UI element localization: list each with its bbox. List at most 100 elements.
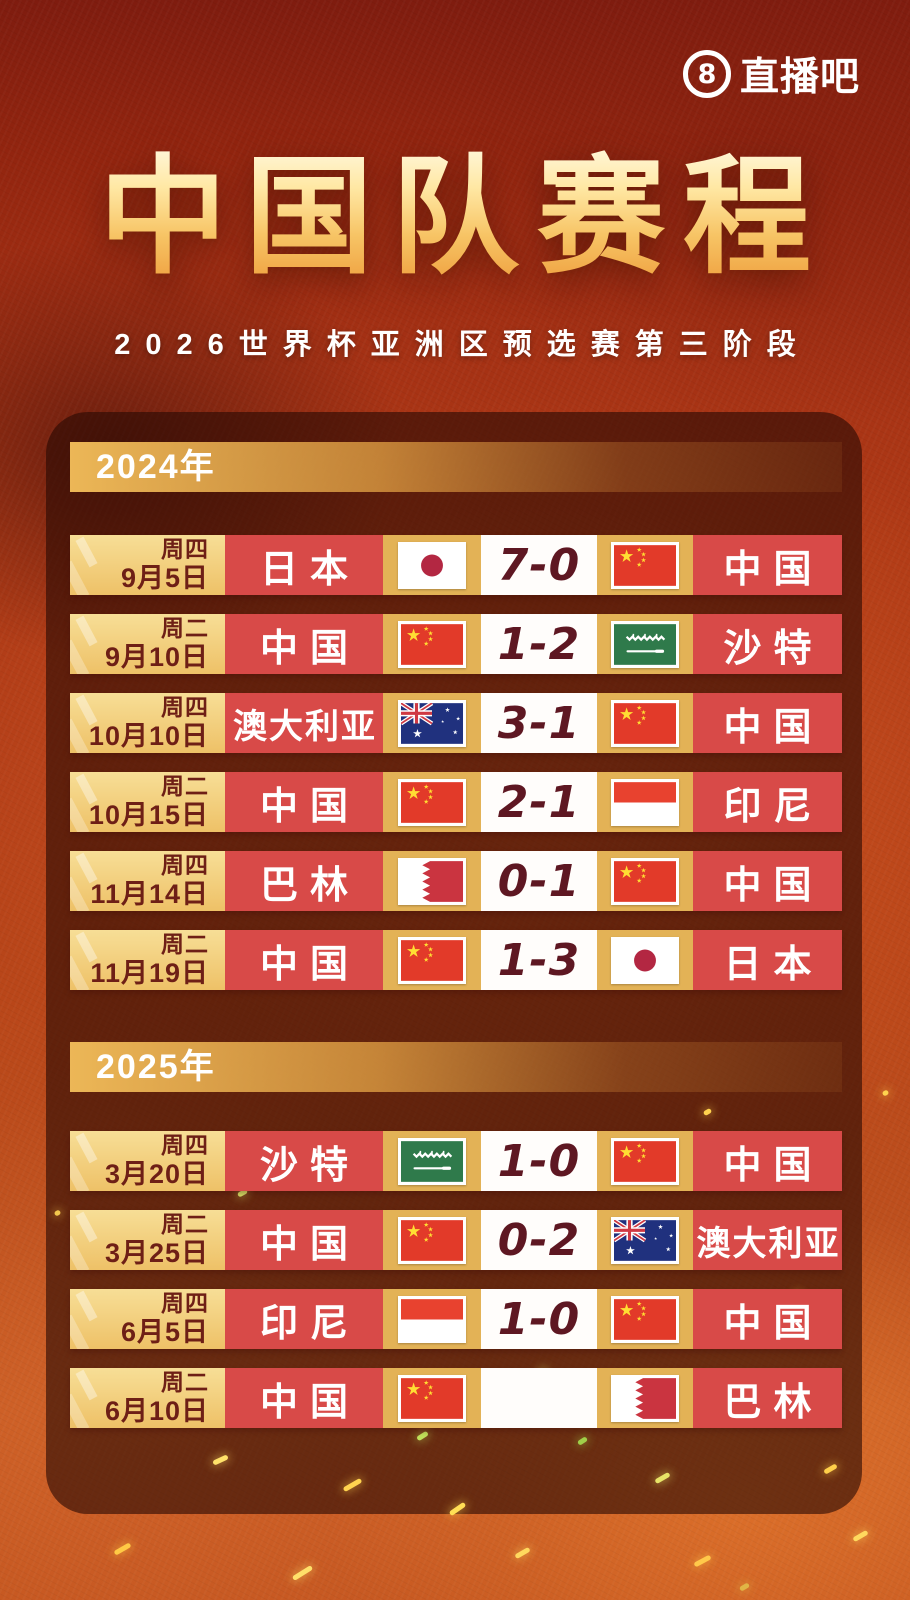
match-row: 周二 11月19日 中国 1-3 日本 [70, 930, 842, 990]
china-flag-image [614, 702, 676, 744]
away-team-flag-cell [597, 772, 693, 832]
match-row: 周二 6月10日 中国 巴林 [70, 1368, 842, 1428]
home-team-flag-cell [383, 535, 481, 595]
logo-text: 直播吧 [739, 56, 860, 99]
match-weekday: 周二 [161, 1369, 209, 1395]
away-team-name: 沙特 [693, 614, 842, 674]
bahrain-flag-icon [611, 1374, 679, 1422]
away-team-name: 中国 [693, 535, 842, 595]
match-score: 0-1 [481, 851, 597, 911]
home-team-name: 巴林 [225, 851, 383, 911]
indonesia-flag-icon [398, 1295, 466, 1343]
japan-flag-image [614, 939, 676, 981]
match-row: 周四 6月5日 印尼 1-0 中国 [70, 1289, 842, 1349]
match-score: 1-2 [481, 614, 597, 674]
indonesia-flag-image [401, 1298, 463, 1340]
away-team-flag-cell [597, 535, 693, 595]
china-flag-icon [611, 699, 679, 747]
saudi-flag-image [614, 623, 676, 665]
lightning-decor-icon [75, 931, 98, 963]
match-score: 1-0 [481, 1289, 597, 1349]
australia-flag-image [614, 1219, 676, 1261]
china-flag-image [401, 1219, 463, 1261]
home-team-name: 印尼 [225, 1289, 383, 1349]
match-row: 周四 11月14日 巴林 0-1 中国 [70, 851, 842, 911]
ember-particle [881, 1089, 890, 1097]
lightning-decor-icon [70, 955, 90, 990]
australia-flag-icon [398, 699, 466, 747]
china-flag-icon [611, 1295, 679, 1343]
home-team-flag-cell [383, 930, 481, 990]
match-date: 3月20日 [104, 1158, 209, 1189]
match-score: 0-2 [481, 1210, 597, 1270]
china-flag-icon [398, 936, 466, 984]
home-team-name: 中国 [225, 1210, 383, 1270]
china-flag-image [401, 623, 463, 665]
home-team-flag-cell [383, 1210, 481, 1270]
away-team-flag-cell [597, 693, 693, 753]
china-flag-icon [398, 1374, 466, 1422]
saudi-flag-image [401, 1140, 463, 1182]
away-team-flag-cell [597, 1210, 693, 1270]
home-team-flag-cell [383, 772, 481, 832]
match-row: 周二 9月10日 中国 1-2 沙特 [70, 614, 842, 674]
site-logo: 8 直播吧 [682, 46, 860, 102]
match-date: 3月25日 [104, 1237, 209, 1268]
away-team-flag-cell [597, 1131, 693, 1191]
away-team-name: 巴林 [693, 1368, 842, 1428]
china-flag-image [614, 1140, 676, 1182]
away-team-name: 中国 [693, 1289, 842, 1349]
lightning-decor-icon [70, 876, 90, 911]
match-date: 10月10日 [88, 720, 209, 751]
logo-8-icon: 8 [682, 50, 731, 98]
match-date: 9月5日 [120, 562, 209, 593]
away-team-name: 印尼 [693, 772, 842, 832]
away-team-name: 日本 [693, 930, 842, 990]
match-score: 2-1 [481, 772, 597, 832]
lightning-decor-icon [75, 773, 98, 805]
lightning-decor-icon [70, 639, 90, 674]
bahrain-flag-icon [398, 857, 466, 905]
away-team-flag-cell [597, 614, 693, 674]
lightning-decor-icon [75, 1132, 98, 1164]
home-team-name: 沙特 [225, 1131, 383, 1191]
china-flag-image [614, 1298, 676, 1340]
china-flag-image [614, 544, 676, 586]
home-team-name: 澳大利亚 [225, 693, 383, 753]
match-date-cell: 周四 9月5日 [70, 535, 225, 595]
ember-particle [291, 1565, 314, 1581]
china-flag-icon [611, 857, 679, 905]
poster-subtitle: 2026世界杯亚洲区预选赛第三阶段 [114, 329, 811, 361]
lightning-decor-icon [75, 852, 98, 884]
match-score: 3-1 [481, 693, 597, 753]
match-row: 周四 10月10日 澳大利亚 3-1 中国 [70, 693, 842, 753]
japan-flag-icon [611, 936, 679, 984]
bahrain-flag-image [401, 860, 463, 902]
lightning-decor-icon [75, 536, 98, 568]
away-team-name: 澳大利亚 [693, 1210, 842, 1270]
bahrain-flag-image [614, 1377, 676, 1419]
home-team-flag-cell [383, 1368, 481, 1428]
match-date-cell: 周四 10月10日 [70, 693, 225, 753]
home-team-flag-cell [383, 614, 481, 674]
home-team-name: 中国 [225, 772, 383, 832]
match-date-cell: 周二 11月19日 [70, 930, 225, 990]
away-team-name: 中国 [693, 851, 842, 911]
match-date-cell: 周二 10月15日 [70, 772, 225, 832]
away-team-flag-cell [597, 851, 693, 911]
away-team-flag-cell [597, 1368, 693, 1428]
match-weekday: 周二 [161, 615, 209, 641]
away-team-name: 中国 [693, 1131, 842, 1191]
saudi-flag-icon [611, 620, 679, 668]
japan-flag-image [401, 544, 463, 586]
match-score: 1-3 [481, 930, 597, 990]
home-team-flag-cell [383, 693, 481, 753]
home-team-flag-cell [383, 1289, 481, 1349]
poster-title: 中国队赛程 [0, 147, 910, 289]
match-score: 7-0 [481, 535, 597, 595]
lightning-decor-icon [70, 1156, 90, 1191]
china-flag-icon [611, 1137, 679, 1185]
match-weekday: 周四 [161, 694, 209, 720]
china-flag-icon [398, 620, 466, 668]
match-date: 11月19日 [90, 957, 209, 988]
